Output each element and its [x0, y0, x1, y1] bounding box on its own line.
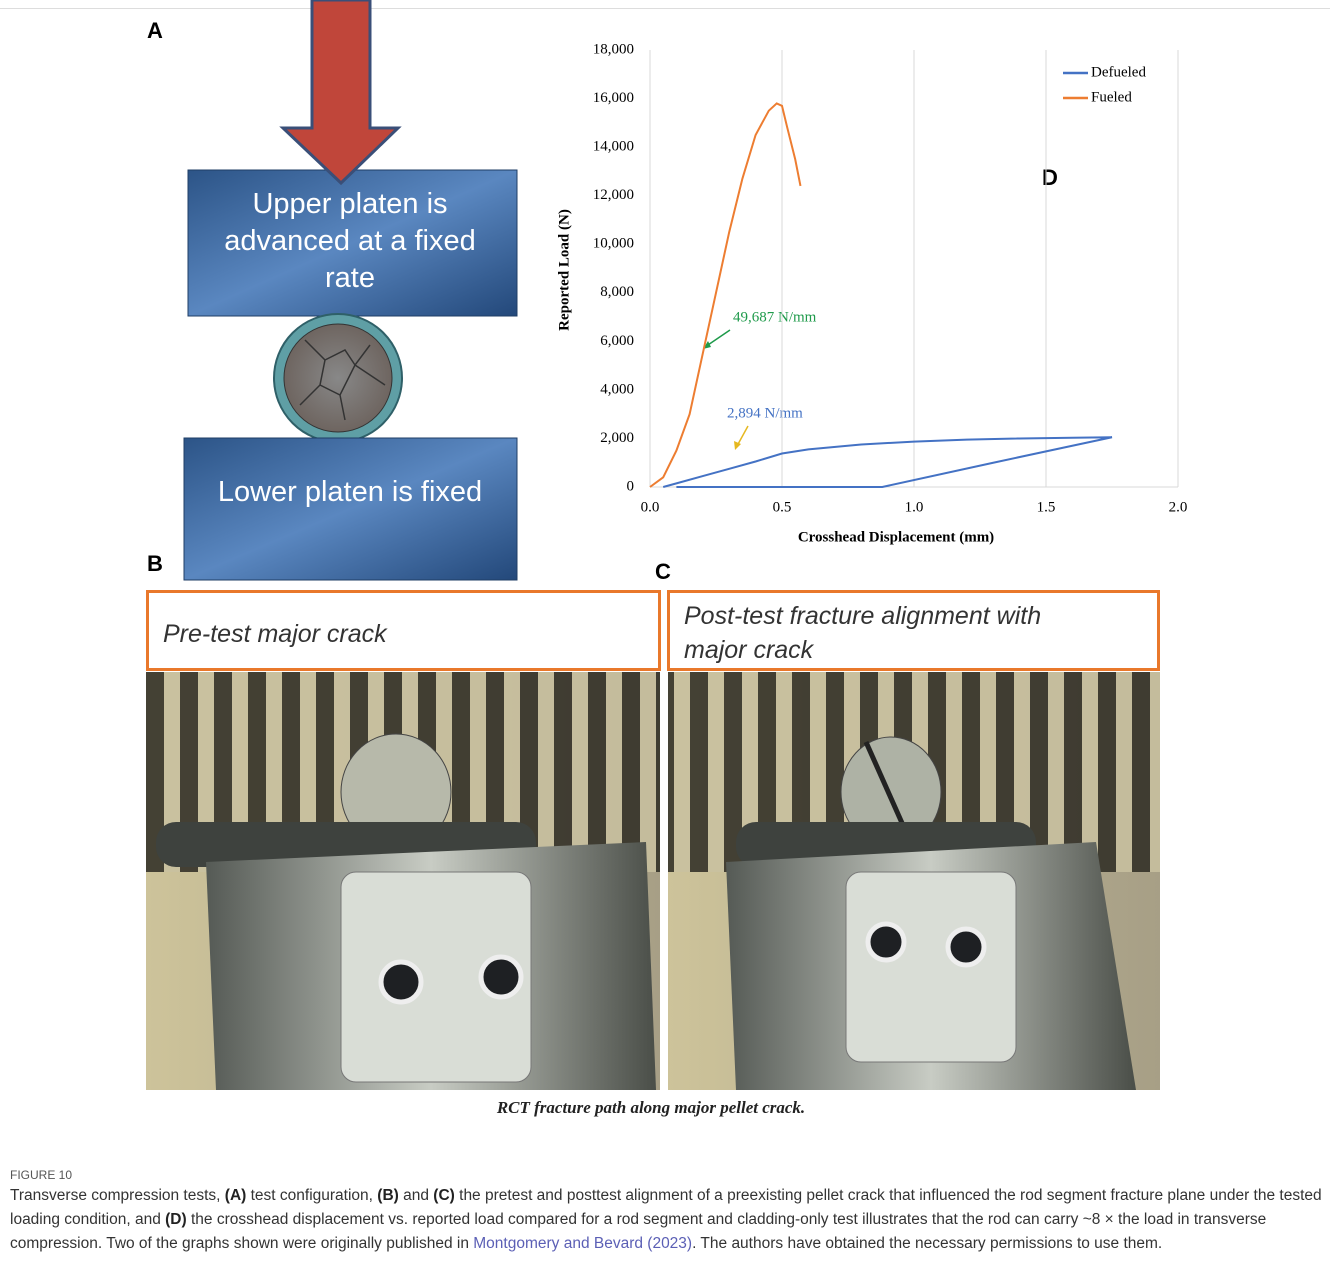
figure-label: FIGURE 10: [10, 1168, 72, 1182]
photo-label-box: Pre-test major crack: [146, 590, 661, 671]
photo-label: Pre-test major crack: [163, 617, 658, 651]
caption-text: . The authors have obtained the necessar…: [692, 1235, 1162, 1252]
caption-text: test configuration,: [246, 1187, 377, 1204]
legend-label: Fueled: [1091, 89, 1132, 105]
caption-ref: (A): [225, 1187, 247, 1204]
y-tick-label: 4,000: [600, 381, 634, 397]
caption-ref: (B): [377, 1187, 399, 1204]
page: {"panel_a": {"label": "A", "upper": "Upp…: [0, 0, 1330, 1281]
photo-b: [146, 672, 660, 1090]
photo-label-box: Post-test fracture alignment with major …: [667, 590, 1160, 671]
y-tick-label: 10,000: [593, 236, 634, 252]
y-tick-label: 14,000: [593, 139, 634, 155]
y-tick-label: 0: [627, 478, 635, 494]
annotation: 49,687 N/mm: [733, 309, 817, 325]
photos: [146, 672, 1160, 1092]
caption-text: and: [399, 1187, 433, 1204]
figure-caption: Transverse compression tests, (A) test c…: [10, 1184, 1322, 1256]
panel-label: D: [1042, 165, 1058, 190]
y-tick-label: 6,000: [600, 333, 634, 349]
photo-caption: RCT fracture path along major pellet cra…: [0, 1098, 1302, 1118]
y-tick-label: 8,000: [600, 284, 634, 300]
caption-text: Transverse compression tests,: [10, 1187, 225, 1204]
y-tick-label: 16,000: [593, 90, 634, 106]
y-tick-label: 2,000: [600, 430, 634, 446]
legend-label: Defueled: [1091, 64, 1146, 80]
citation-link[interactable]: Montgomery and Bevard (2023): [473, 1235, 692, 1252]
annotation: 2,894 N/mm: [727, 405, 803, 421]
photo-c: [668, 672, 1160, 1090]
x-tick-label: 1.5: [1037, 499, 1056, 515]
arrow-head: [734, 441, 741, 450]
y-tick-label: 18,000: [593, 41, 634, 57]
y-axis-title: Reported Load (N): [556, 209, 572, 331]
caption-ref: (C): [433, 1187, 455, 1204]
photo-label: Post-test fracture alignment with major …: [684, 599, 1104, 667]
panel-label: C: [655, 559, 671, 585]
y-tick-label: 12,000: [593, 187, 634, 203]
x-tick-label: 2.0: [1169, 499, 1188, 515]
x-axis-title: Crosshead Displacement (mm): [798, 529, 994, 545]
x-tick-label: 0.5: [773, 499, 792, 515]
x-tick-label: 1.0: [905, 499, 924, 515]
chart: D Crosshead Displacement (mm) Reported L…: [0, 0, 1330, 560]
caption-ref: (D): [165, 1211, 187, 1228]
x-tick-label: 0.0: [641, 499, 660, 515]
series-line: [650, 103, 800, 487]
panel-label: B: [147, 551, 163, 577]
series-line: [663, 437, 1112, 487]
